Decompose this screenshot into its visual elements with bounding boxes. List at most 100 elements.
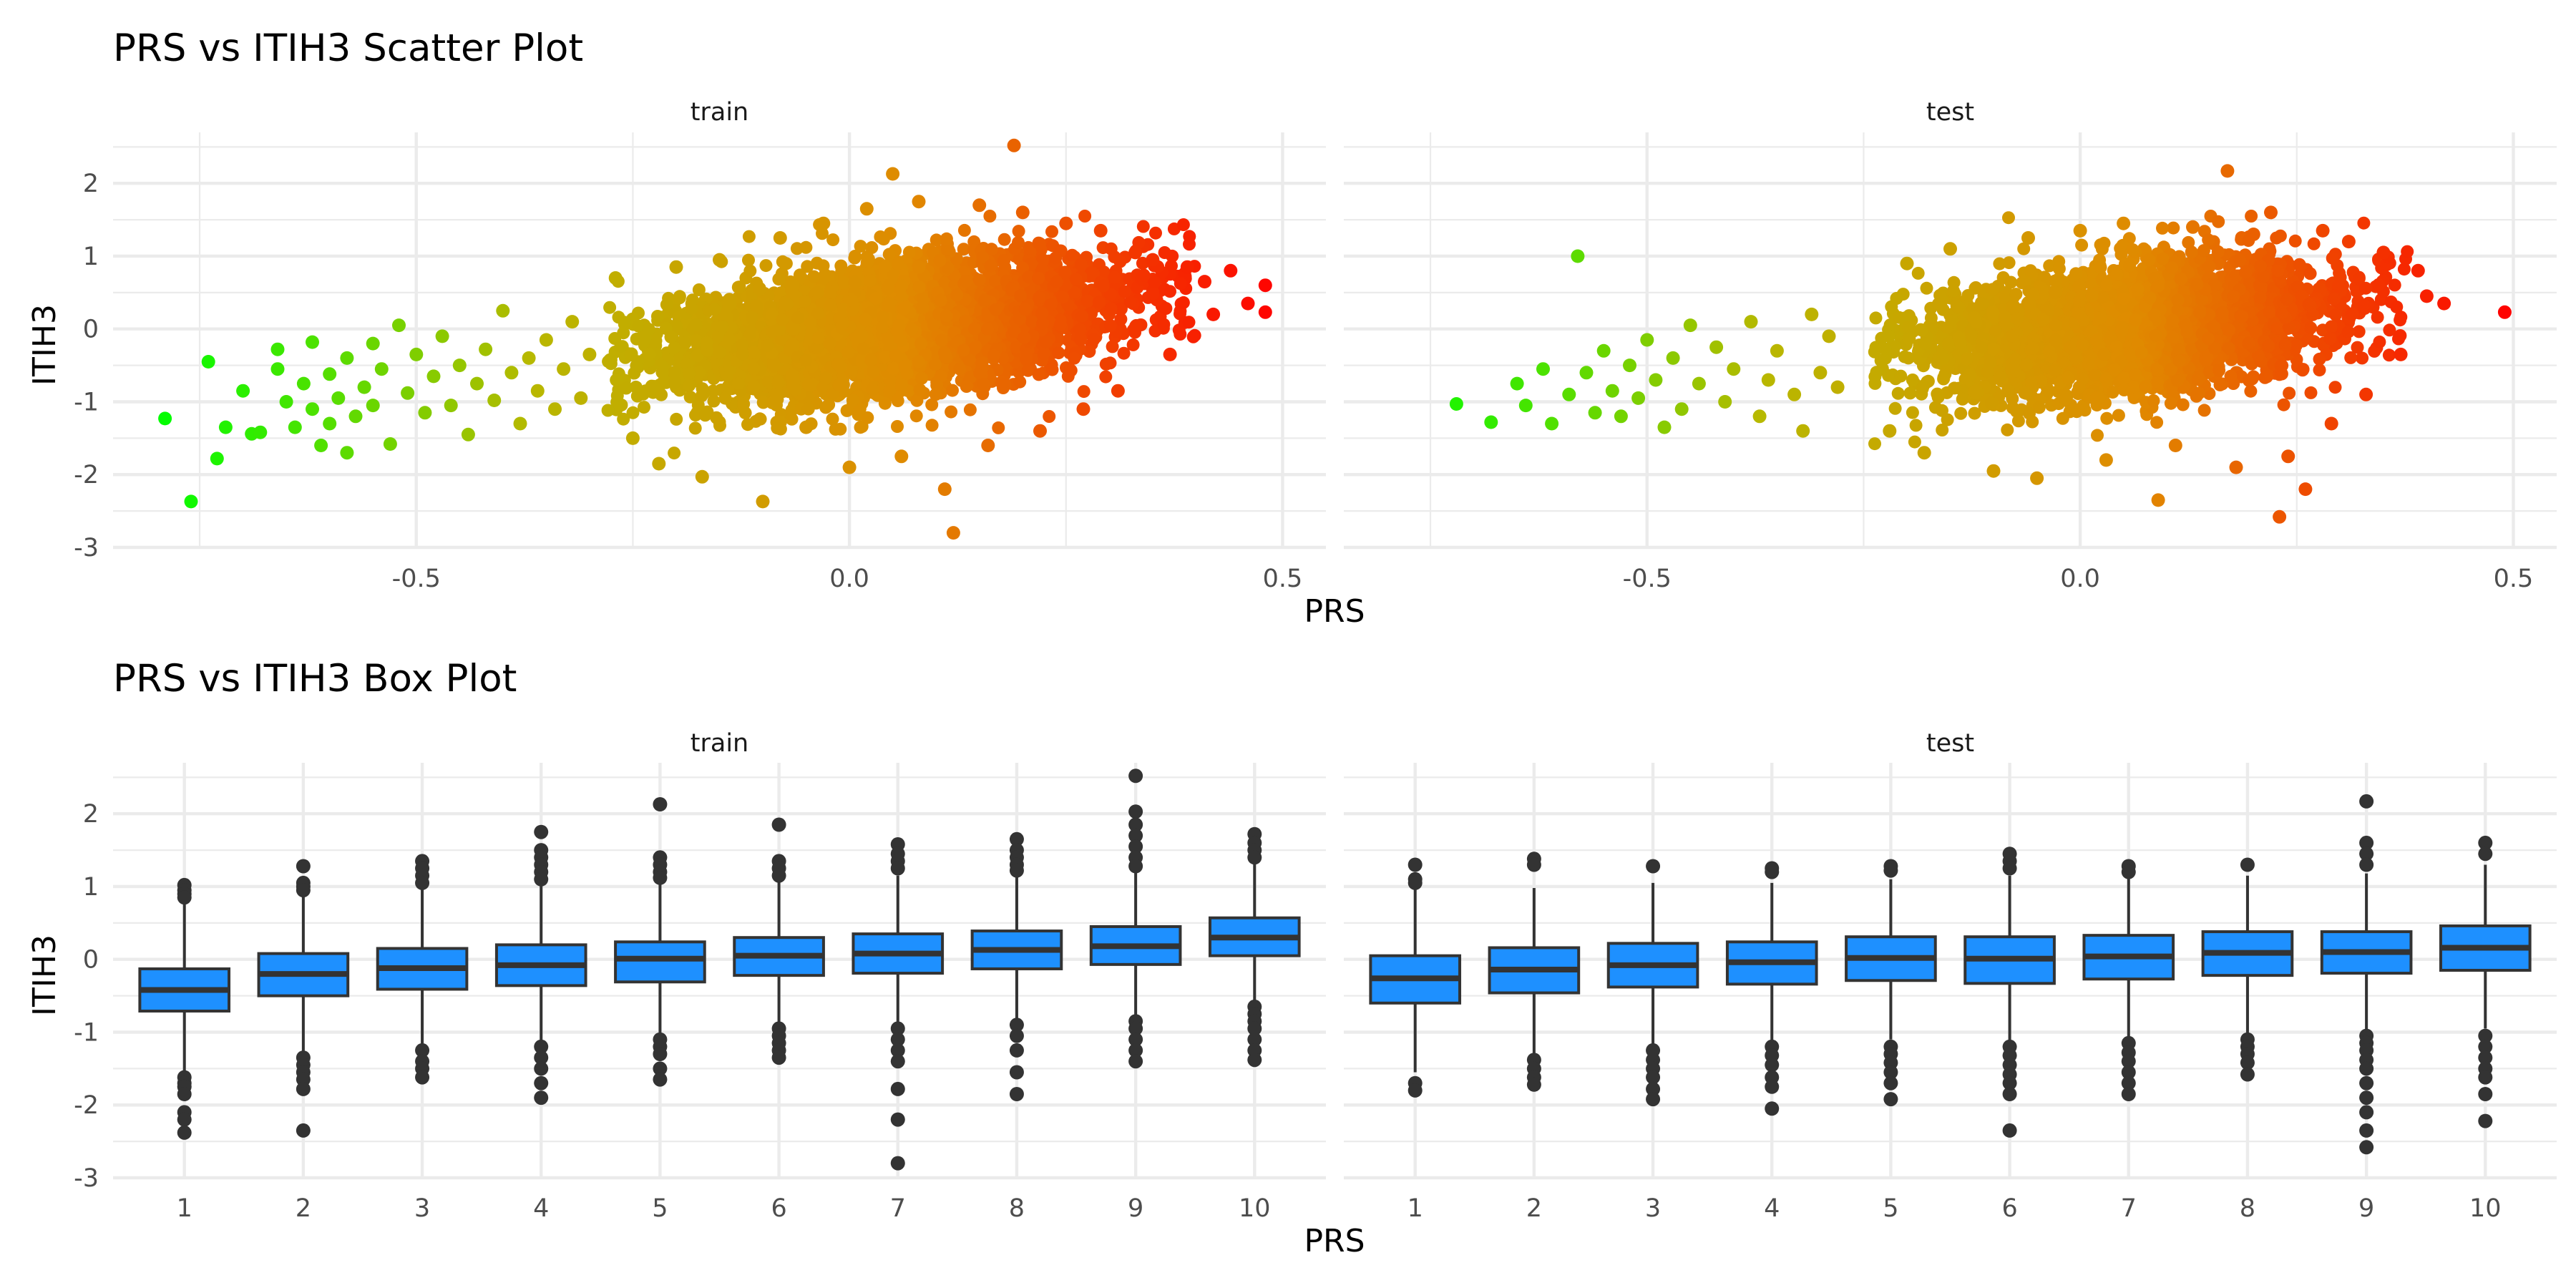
data-point <box>912 260 926 274</box>
box-y-axis-title: ITIH3 <box>26 935 63 1016</box>
data-point <box>1033 237 1047 250</box>
data-point <box>323 367 337 381</box>
data-point <box>452 358 467 373</box>
data-point <box>236 384 250 398</box>
data-point <box>819 268 831 281</box>
data-point <box>707 394 721 408</box>
data-point <box>1888 401 1902 415</box>
data-point <box>776 313 789 326</box>
data-point <box>1163 285 1176 298</box>
data-point <box>366 399 380 413</box>
data-point <box>1241 296 1255 311</box>
data-point <box>832 379 846 392</box>
data-point <box>689 318 703 331</box>
data-point <box>2002 211 2015 225</box>
data-point <box>859 202 874 216</box>
data-point <box>630 359 643 372</box>
data-point <box>1128 245 1143 260</box>
data-point <box>927 318 940 332</box>
data-point <box>253 425 268 439</box>
data-point <box>1174 328 1187 341</box>
data-point <box>1106 340 1119 353</box>
data-point <box>937 482 952 497</box>
data-point <box>548 402 562 416</box>
data-point <box>799 353 813 367</box>
data-point <box>1049 251 1063 265</box>
data-point <box>736 347 749 361</box>
data-point <box>960 380 973 393</box>
data-point <box>1174 277 1187 291</box>
data-point <box>1258 278 1272 293</box>
data-point <box>366 336 380 351</box>
data-point <box>1111 384 1125 398</box>
data-point <box>2001 423 2014 436</box>
data-point <box>496 303 510 318</box>
data-point <box>487 394 502 407</box>
data-point <box>1176 218 1190 231</box>
data-point <box>771 421 784 435</box>
data-point <box>983 210 997 223</box>
data-point <box>834 422 847 436</box>
data-point <box>288 420 302 434</box>
data-point <box>937 346 951 359</box>
data-point <box>978 293 992 307</box>
data-point <box>867 365 880 379</box>
data-point <box>1097 265 1111 279</box>
data-point <box>2112 409 2125 422</box>
data-point <box>668 376 682 389</box>
data-point <box>875 321 889 334</box>
data-point <box>685 302 698 316</box>
data-point <box>504 366 519 380</box>
data-point <box>791 311 804 325</box>
data-point <box>632 319 645 333</box>
data-point <box>981 322 995 336</box>
data-point <box>1018 303 1032 316</box>
data-point <box>1012 225 1025 238</box>
data-point <box>957 243 970 256</box>
data-point <box>1087 333 1101 346</box>
data-point <box>1146 287 1160 301</box>
scatter-y-axis-title: ITIH3 <box>26 304 63 386</box>
data-point <box>1114 302 1128 316</box>
data-point <box>698 409 712 422</box>
data-point <box>925 398 939 411</box>
data-point <box>882 248 896 261</box>
data-point <box>756 494 770 509</box>
data-point <box>620 381 633 395</box>
data-point <box>1092 296 1106 309</box>
data-point <box>786 277 799 291</box>
data-point <box>776 255 789 268</box>
data-point <box>1074 333 1088 346</box>
data-point <box>683 367 696 381</box>
data-point <box>1032 368 1045 381</box>
data-point <box>912 195 926 209</box>
data-point <box>323 416 337 431</box>
data-point <box>826 233 840 247</box>
data-point <box>348 409 363 424</box>
data-point <box>1014 289 1028 303</box>
data-point <box>854 421 867 434</box>
data-point <box>1076 402 1091 416</box>
data-point <box>957 343 970 357</box>
data-point <box>950 288 964 302</box>
x-tick-label: -0.5 <box>392 565 441 593</box>
data-point <box>1920 281 1933 295</box>
data-point <box>811 286 824 300</box>
data-point <box>1158 246 1171 259</box>
data-point <box>626 406 640 419</box>
data-point <box>1136 220 1150 233</box>
data-point <box>1108 250 1121 263</box>
data-point <box>759 259 773 273</box>
data-point <box>942 243 955 256</box>
data-point <box>629 380 643 394</box>
data-point <box>1186 330 1200 343</box>
data-point <box>513 416 527 431</box>
data-point <box>1033 424 1047 438</box>
data-point <box>296 376 311 391</box>
data-point <box>383 437 397 451</box>
data-point <box>691 348 704 362</box>
data-point <box>601 404 615 417</box>
data-point <box>1104 319 1118 333</box>
data-point <box>909 409 923 423</box>
data-point <box>747 346 761 359</box>
